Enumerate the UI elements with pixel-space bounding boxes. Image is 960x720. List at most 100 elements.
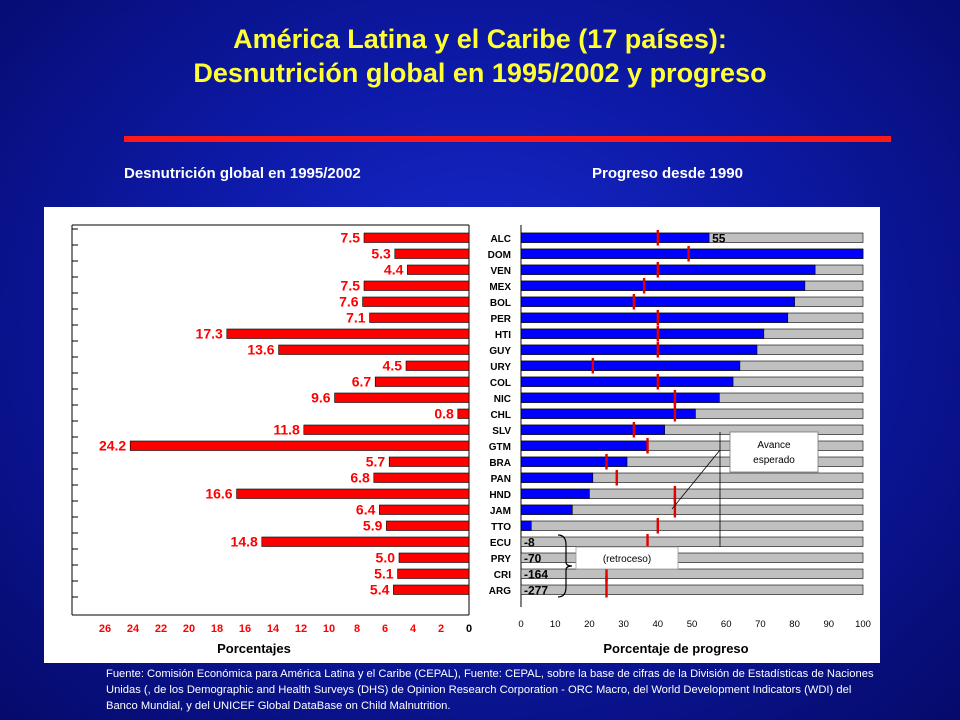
category-label: DOM: [488, 250, 511, 261]
category-label: PRY: [491, 554, 512, 565]
malnutrition-value-label: 7.6: [339, 294, 359, 310]
progress-bar: [520, 440, 648, 451]
progress-bar: [520, 344, 758, 355]
malnutrition-value-label: 6.4: [356, 502, 376, 518]
left-x-tick-label: 4: [410, 623, 417, 635]
category-label: URY: [490, 362, 511, 373]
malnutrition-bar: [362, 296, 470, 307]
malnutrition-value-label: 5.1: [374, 566, 394, 582]
expected-progress-marker: [605, 576, 608, 598]
retroceso-brace: [557, 534, 573, 598]
malnutrition-bar: [407, 264, 470, 275]
left-chart-subtitle: Desnutrición global en 1995/2002: [124, 165, 361, 182]
category-label: NIC: [494, 394, 511, 405]
progress-value-label: -8: [524, 536, 535, 550]
title-line-2: Desnutrición global en 1995/2002 y progr…: [193, 58, 767, 88]
left-x-tick-label: 10: [323, 623, 335, 635]
remaining-bar: [520, 568, 864, 579]
right-x-tick-label: 70: [755, 619, 766, 630]
progress-bar: [520, 328, 765, 339]
right-x-tick-label: 80: [789, 619, 800, 630]
progress-bar: [520, 424, 665, 435]
chart-panel: 7.5 5.3 4.4 7.5 7.6 7.1 17.3 13.6 4.5 6.7 9.6 0.8 11…: [44, 207, 880, 663]
malnutrition-value-label: 4.4: [384, 262, 404, 278]
category-label: MEX: [489, 282, 511, 293]
expected-progress-marker: [646, 534, 649, 550]
malnutrition-bar: [398, 552, 470, 563]
callout-expected-text: Avance: [757, 440, 791, 451]
progress-bar: [520, 360, 741, 371]
expected-progress-marker: [656, 230, 659, 246]
progress-bar: [520, 504, 573, 515]
callout-leader-line: [671, 449, 721, 510]
progress-value-label: -164: [524, 568, 548, 582]
malnutrition-value-label: 13.6: [247, 342, 274, 358]
category-label: HTI: [495, 330, 511, 341]
malnutrition-bar: [363, 232, 470, 243]
malnutrition-value-label: 5.0: [376, 550, 396, 566]
remaining-bar: [520, 536, 864, 547]
left-x-tick-label: 2: [438, 623, 444, 635]
expected-progress-marker: [656, 310, 659, 326]
malnutrition-bar: [129, 440, 470, 451]
malnutrition-bar: [457, 408, 470, 419]
progress-value-label: 55: [712, 232, 726, 246]
category-label: GTM: [489, 442, 511, 453]
category-label: ALC: [490, 234, 511, 245]
source-note: Fuente: Comisión Económica para América …: [106, 668, 874, 712]
left-x-tick-label: 20: [183, 623, 195, 635]
expected-progress-marker: [646, 438, 649, 454]
left-x-tick-label: 26: [99, 623, 111, 635]
progress-value-label: -277: [524, 584, 548, 598]
malnutrition-value-label: 5.9: [363, 518, 383, 534]
category-label: SLV: [492, 426, 511, 437]
expected-progress-marker: [673, 390, 677, 406]
left-x-tick-label: 8: [354, 623, 360, 635]
right-x-tick-label: 100: [855, 619, 871, 630]
chart-canvas: 7.55.34.47.57.67.117.313.64.56.79.60.811…: [71, 224, 871, 656]
right-x-tick-label: 90: [824, 619, 835, 630]
progress-bar: [520, 280, 806, 291]
right-x-tick-label: 50: [687, 619, 698, 630]
chart-title: América Latina y el Caribe (17 países): …: [0, 22, 960, 90]
expected-progress-marker: [687, 246, 690, 262]
malnutrition-value-label: 7.1: [346, 310, 366, 326]
expected-progress-marker: [673, 486, 677, 502]
malnutrition-bar: [278, 344, 470, 355]
right-x-tick-label: 0: [518, 619, 523, 630]
expected-progress-marker: [632, 422, 636, 438]
right-x-tick-label: 20: [584, 619, 595, 630]
expected-progress-marker: [605, 566, 608, 582]
category-label: HND: [489, 490, 511, 501]
callout-box: [575, 546, 679, 570]
malnutrition-bar: [405, 360, 470, 371]
category-label: JAM: [490, 506, 511, 517]
title-divider: [124, 136, 891, 142]
malnutrition-bar: [236, 488, 470, 499]
malnutrition-value-label: 7.5: [341, 278, 361, 294]
expected-progress-marker: [656, 262, 659, 278]
category-label: COL: [490, 378, 511, 389]
malnutrition-value-label: 0.8: [434, 406, 454, 422]
malnutrition-value-label: 5.3: [371, 246, 391, 262]
right-x-tick-label: 60: [721, 619, 732, 630]
malnutrition-value-label: 5.4: [370, 582, 390, 598]
remaining-bar: [520, 520, 864, 531]
progress-bar: [520, 248, 864, 259]
malnutrition-value-label: 7.5: [341, 230, 361, 246]
callout-expected-text: esperado: [753, 455, 795, 466]
category-label: BRA: [489, 458, 511, 469]
malnutrition-bar: [303, 424, 470, 435]
progress-value-label: -70: [524, 552, 542, 566]
malnutrition-bar: [374, 376, 470, 387]
malnutrition-bar: [334, 392, 470, 403]
callout-box: [729, 431, 819, 473]
malnutrition-bar: [393, 584, 470, 595]
malnutrition-value-label: 6.7: [352, 374, 372, 390]
category-label: GUY: [489, 346, 511, 357]
left-x-axis-label: Porcentajes: [217, 641, 291, 656]
malnutrition-bar: [369, 312, 470, 323]
malnutrition-bar: [386, 520, 470, 531]
expected-progress-marker: [673, 400, 677, 422]
malnutrition-value-label: 16.6: [205, 486, 232, 502]
